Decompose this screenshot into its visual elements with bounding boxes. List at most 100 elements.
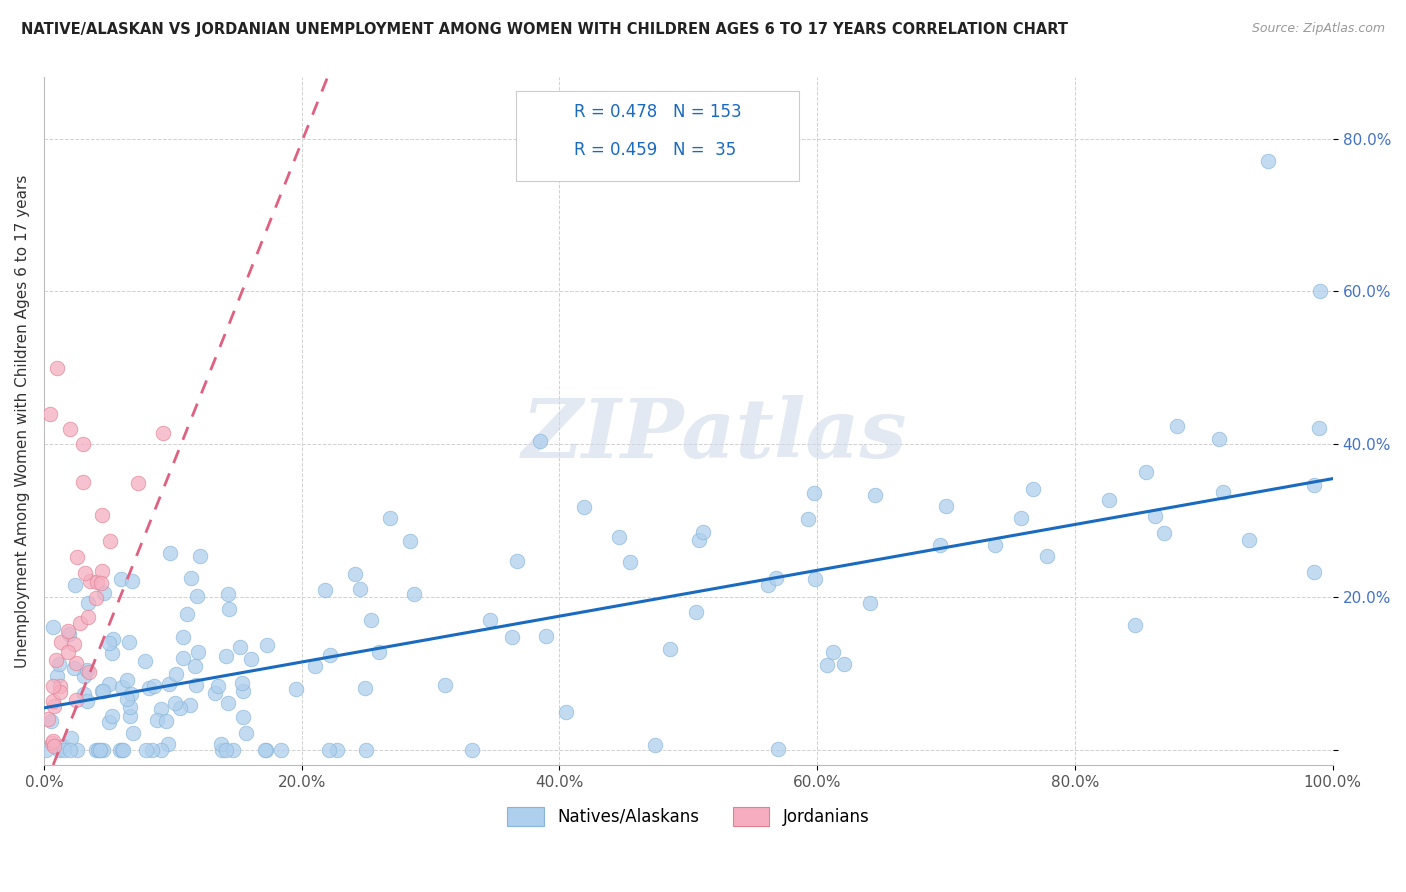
Point: [433, 678, 456, 692]
Point: [1010, 510, 1032, 524]
Point: [42, 698, 65, 713]
Point: [45, 360, 67, 375]
Point: [554, 705, 576, 719]
Point: [108, 743, 131, 757]
Point: [73, 687, 96, 701]
Point: [98, 533, 121, 548]
Point: [1302, 477, 1324, 491]
Point: [44, 739, 66, 753]
Point: [756, 578, 779, 592]
Point: [65, 656, 87, 670]
Point: [165, 696, 187, 710]
Point: [797, 511, 820, 525]
Text: Source: ZipAtlas.com: Source: ZipAtlas.com: [1251, 22, 1385, 36]
Point: [1302, 565, 1324, 579]
Point: [863, 488, 886, 502]
Point: [367, 645, 389, 659]
Point: [63, 577, 86, 591]
Point: [90, 575, 112, 590]
Point: [1153, 526, 1175, 541]
Point: [270, 743, 292, 757]
Point: [1098, 493, 1121, 508]
Point: [354, 743, 377, 757]
Point: [146, 713, 169, 727]
Point: [984, 539, 1007, 553]
Point: [172, 630, 194, 644]
Point: [141, 743, 163, 757]
Point: [110, 572, 132, 586]
Point: [360, 614, 382, 628]
Point: [63, 637, 86, 651]
Point: [232, 710, 254, 724]
Point: [169, 701, 191, 715]
Point: [399, 534, 422, 549]
Point: [89, 743, 111, 757]
Point: [120, 688, 142, 702]
Point: [58, 743, 80, 757]
Point: [318, 648, 340, 662]
Legend: Natives/Alaskans, Jordanians: Natives/Alaskans, Jordanians: [501, 800, 876, 832]
Point: [89, 743, 111, 757]
Point: [354, 681, 377, 695]
Point: [304, 658, 326, 673]
Point: [1309, 285, 1331, 299]
Text: R = 0.478   N = 153: R = 0.478 N = 153: [574, 103, 741, 121]
Point: [619, 555, 641, 569]
Point: [101, 647, 124, 661]
Point: [692, 525, 714, 540]
Point: [1257, 154, 1279, 169]
Point: [97, 714, 120, 729]
Point: [858, 596, 880, 610]
Point: [215, 743, 238, 757]
Point: [935, 499, 957, 513]
Point: [35, 743, 58, 757]
Point: [134, 654, 156, 668]
Point: [218, 602, 240, 616]
Point: [90, 683, 112, 698]
Point: [150, 743, 173, 757]
Point: [184, 659, 207, 673]
Point: [58, 645, 80, 659]
Point: [176, 607, 198, 622]
Point: [803, 486, 825, 500]
Point: [685, 605, 707, 619]
Point: [1237, 533, 1260, 548]
Point: [91, 508, 114, 522]
Point: [59, 422, 82, 436]
Point: [349, 582, 371, 597]
Point: [821, 645, 844, 659]
Point: [832, 657, 855, 672]
Point: [59, 731, 82, 745]
Point: [45, 653, 67, 667]
Point: [188, 549, 211, 564]
Point: [325, 743, 347, 757]
Point: [98, 636, 121, 650]
Point: [186, 589, 208, 603]
Point: [86, 574, 108, 589]
Point: [77, 665, 100, 679]
Point: [48, 743, 70, 757]
Point: [118, 699, 141, 714]
Point: [42, 679, 65, 693]
Point: [117, 692, 139, 706]
Point: [51, 635, 73, 649]
Point: [156, 737, 179, 751]
Point: [111, 680, 134, 694]
Point: [803, 573, 825, 587]
Point: [52, 743, 75, 757]
Point: [529, 434, 551, 448]
Point: [76, 664, 98, 678]
Point: [180, 571, 202, 585]
Point: [127, 476, 149, 491]
Point: [73, 669, 96, 683]
Point: [159, 546, 181, 560]
Point: [65, 692, 87, 706]
Point: [229, 640, 252, 654]
Point: [207, 679, 229, 693]
Point: [479, 613, 502, 627]
Point: [1166, 419, 1188, 434]
Point: [122, 726, 145, 740]
Point: [1123, 618, 1146, 632]
Point: [378, 511, 401, 525]
Text: NATIVE/ALASKAN VS JORDANIAN UNEMPLOYMENT AMONG WOMEN WITH CHILDREN AGES 6 TO 17 : NATIVE/ALASKAN VS JORDANIAN UNEMPLOYMENT…: [21, 22, 1069, 37]
